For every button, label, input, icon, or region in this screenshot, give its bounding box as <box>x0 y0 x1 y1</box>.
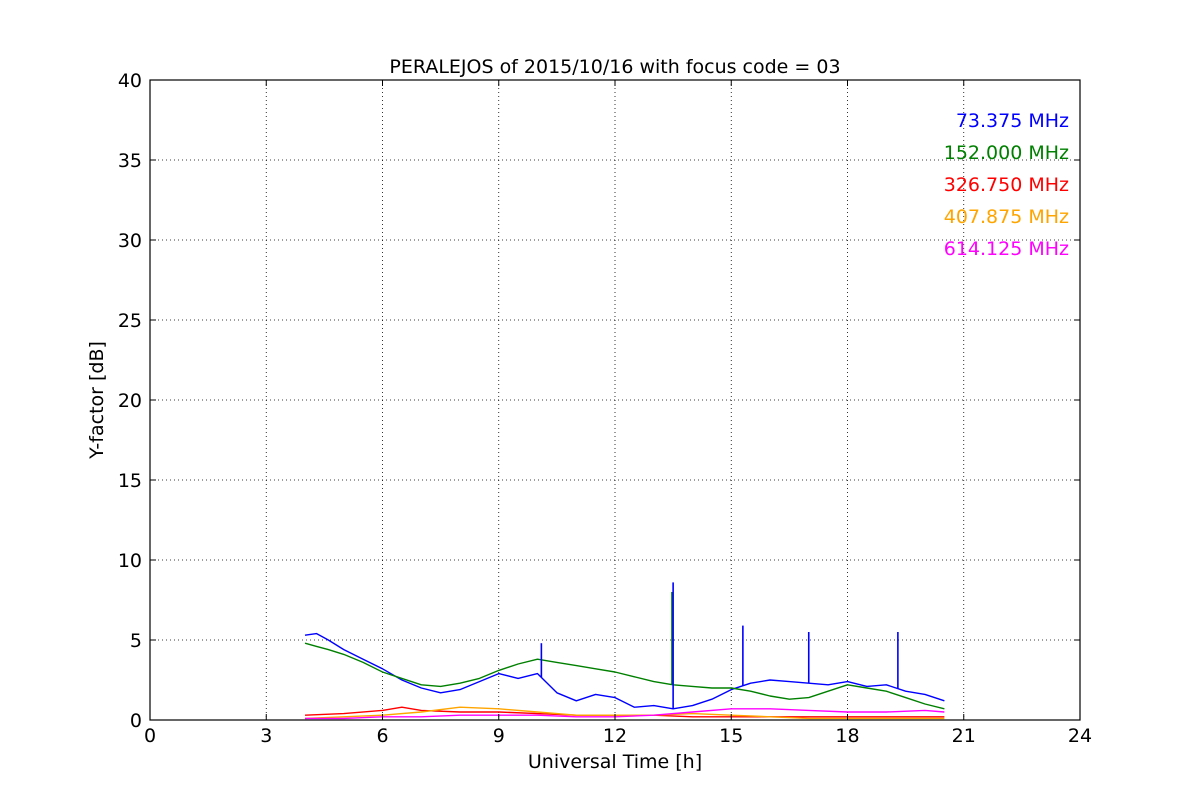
y-tick-label: 35 <box>118 150 142 172</box>
legend-entry: 152.000 MHz <box>944 142 1069 164</box>
y-tick-label: 20 <box>118 390 142 412</box>
x-tick-label: 6 <box>376 725 388 747</box>
x-axis-label: Universal Time [h] <box>528 751 702 773</box>
x-tick-label: 12 <box>603 725 627 747</box>
y-tick-label: 25 <box>118 310 142 332</box>
x-tick-label: 24 <box>1068 725 1092 747</box>
x-tick-label: 9 <box>493 725 505 747</box>
y-tick-label: 5 <box>130 630 142 652</box>
axis-ticks <box>149 79 1081 721</box>
x-tick-label: 0 <box>144 725 156 747</box>
series-line <box>304 642 945 710</box>
y-tick-label: 40 <box>118 70 142 92</box>
legend-entry: 326.750 MHz <box>944 174 1069 196</box>
grid-lines <box>150 80 1080 720</box>
legend-entry: 407.875 MHz <box>944 206 1069 228</box>
series-line <box>304 706 945 720</box>
y-axis-label: Y-factor [dB] <box>86 341 108 460</box>
x-tick-label: 21 <box>952 725 976 747</box>
x-tick-label: 18 <box>835 725 859 747</box>
x-tick-label: 15 <box>719 725 743 747</box>
y-tick-label: 30 <box>118 230 142 252</box>
series-line <box>305 708 945 720</box>
tick-labels: 0 3 6 9 12 15 18 21 24 0 5 10 15 20 25 30 35 40 <box>118 70 1092 747</box>
legend: 73.375 MHz 152.000 MHz 326.750 MHz 407.875 … <box>944 110 1069 260</box>
x-tick-label: 3 <box>260 725 272 747</box>
chart-title: PERALEJOS of 2015/10/16 with focus code … <box>389 56 840 78</box>
legend-entry: 614.125 MHz <box>944 238 1069 260</box>
y-tick-label: 0 <box>130 710 142 732</box>
y-tick-label: 10 <box>118 550 142 572</box>
y-tick-label: 15 <box>118 470 142 492</box>
legend-entry: 73.375 MHz <box>956 110 1069 132</box>
